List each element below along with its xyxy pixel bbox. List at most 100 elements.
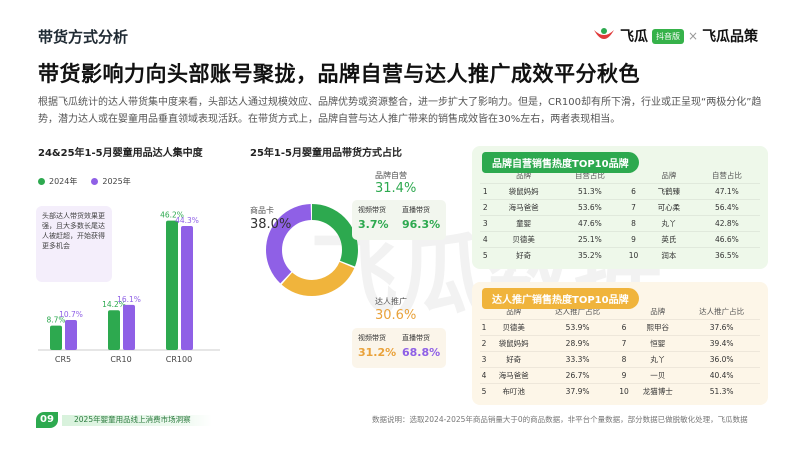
intro-paragraph: 根据飞瓜统计的达人带货集中度来看，头部达人通过规模效应、品牌优势或资源整合，进一… (38, 97, 762, 125)
bar-cr10-2025年 (123, 304, 135, 350)
slice-label-kol: 达人推广 (375, 297, 407, 306)
table-cell: 龙猫博士 (632, 383, 684, 399)
table-cell: 25.1% (556, 231, 623, 248)
table-cell: 恒婴 (632, 335, 684, 352)
table-cell: 8 (622, 215, 645, 232)
donut-slice-2 (266, 204, 358, 296)
col-header: 自营占比 (711, 171, 742, 180)
table-cell: 1 (480, 319, 489, 336)
table-cell: 53.9% (539, 319, 616, 336)
x-tick-label: CR5 (55, 355, 71, 364)
table-cell: 丸丫 (644, 215, 694, 232)
table-cell: 7 (622, 199, 645, 216)
bar-value-label: 44.3% (175, 216, 199, 225)
logo-partner-name: 飞瓜品策 (702, 29, 759, 45)
table-cell: 袋鼠妈妈 (488, 335, 540, 352)
table-cell: 飞鹤臻 (644, 183, 694, 200)
table-cell: 53.6% (556, 199, 623, 216)
table-cell: 7 (615, 335, 633, 352)
table-cell: 好奇 (490, 247, 557, 263)
table-header-row: 品牌 自营占比 品牌 自营占比 (480, 168, 760, 184)
table-cell: 丸丫 (632, 351, 684, 368)
table-cell: 3 (480, 215, 491, 232)
bar-chart-legend: 2024年 2025年 (38, 176, 131, 187)
table-header-row: 品牌 达人推广占比 品牌 达人推广占比 (480, 304, 760, 320)
slice-label-brand: 品牌自营 (375, 171, 407, 180)
kol-table-title: 达人推广销售热度TOP10品牌 (482, 288, 639, 309)
table-cell: 51.3% (556, 183, 623, 200)
slice-value-product-card: 38.0% (250, 217, 292, 232)
table-row: 3 童婴 47.6% 8 丸丫 42.8% (480, 215, 760, 232)
table-cell: 36.0% (683, 351, 760, 368)
table-row: 2 海马爸爸 53.6% 7 可心柔 56.4% (480, 199, 760, 216)
table-cell: 贝德美 (490, 231, 557, 248)
table-cell: 好奇 (488, 351, 540, 368)
table-cell: 2 (480, 199, 491, 216)
col-header: 自营占比 (574, 171, 605, 180)
table-cell: 10 (622, 247, 645, 263)
table-cell: 46.6% (693, 231, 760, 248)
table-cell: 熙甲谷 (632, 319, 684, 336)
table-cell: 10 (615, 383, 633, 399)
bar-cr5-2025年 (65, 320, 77, 350)
table-row: 1 袋鼠妈妈 51.3% 6 飞鹤臻 47.1% (480, 183, 760, 200)
footer-bar (62, 415, 212, 426)
table-cell: 37.6% (683, 319, 760, 336)
kol-table: 品牌 达人推广占比 品牌 达人推广占比 1 贝德美 53.9% 6 熙甲谷 37.6% 2… (480, 304, 760, 399)
table-cell: 8 (615, 351, 633, 368)
legend-label-2024: 2024年 (49, 177, 78, 186)
table-row: 4 贝德美 25.1% 9 英氏 46.6% (480, 231, 760, 248)
bar-value-label: 14.2% (102, 300, 126, 309)
col-header: 品牌 (506, 307, 522, 316)
brand-table: 品牌 自营占比 品牌 自营占比 1 袋鼠妈妈 51.3% 6 飞鹤臻 47.1% 2 海马爸… (480, 168, 760, 263)
bar-value-label: 10.7% (59, 310, 83, 319)
data-footnote: 数据说明：选取2024-2025年商品销量大于0的商品数据，非平台个量数据，部分… (372, 415, 748, 424)
kol-breakdown-box: 视频带货 31.2% 直播带货 68.8% (352, 328, 446, 368)
table-cell: 39.4% (683, 335, 760, 352)
x-tick-label: CR10 (110, 355, 131, 364)
table-cell: 4 (480, 367, 489, 384)
table-cell: 28.9% (539, 335, 616, 352)
brand-video-value: 3.7% (358, 218, 389, 231)
legend-label-2025: 2025年 (102, 177, 131, 186)
donut-slice-0 (266, 204, 358, 296)
brand-live-value: 96.3% (402, 218, 441, 231)
table-row: 2 袋鼠妈妈 28.9% 7 恒婴 39.4% (480, 335, 760, 352)
kol-video-label: 视频带货 (358, 334, 386, 342)
table-cell: 35.2% (556, 247, 623, 263)
kol-live-label: 直播带货 (402, 334, 430, 342)
table-cell: 9 (622, 231, 645, 248)
bar-value-label: 46.2% (160, 211, 184, 220)
bar-cr10-2024年 (108, 310, 120, 350)
bar-value-label: 8.7% (46, 316, 65, 325)
table-cell: 33.3% (539, 351, 616, 368)
page-number: 09 (36, 412, 58, 428)
kol-live-value: 68.8% (402, 346, 441, 359)
legend-dot-purple (91, 178, 99, 185)
section-title: 带货方式分析 (38, 28, 129, 46)
table-row: 3 好奇 33.3% 8 丸丫 36.0% (480, 351, 760, 368)
table-row: 4 海马爸爸 26.7% 9 一贝 40.4% (480, 367, 760, 384)
table-cell: 3 (480, 351, 489, 368)
table-row: 5 好奇 35.2% 10 润本 36.5% (480, 247, 760, 263)
bar-chart: 8.7%10.7% CR5 14.2%16.1% CR10 46.2%44.3% CR10… (38, 211, 220, 364)
table-cell: 润本 (644, 247, 694, 263)
brand-breakdown-box: 视频带货 3.7% 直播带货 96.3% (352, 200, 446, 240)
table-cell: 56.4% (693, 199, 760, 216)
table-cell: 4 (480, 231, 491, 248)
donut-chart-title: 25年1-5月婴童用品带货方式占比 (250, 148, 402, 159)
table-cell: 布叮池 (488, 383, 540, 399)
slice-label-product-card: 商品卡 (250, 206, 274, 215)
col-header: 品牌 (516, 171, 532, 180)
col-header: 达人推广占比 (699, 307, 745, 316)
table-cell: 5 (480, 247, 491, 263)
table-cell: 英氏 (644, 231, 694, 248)
table-cell: 1 (480, 183, 491, 200)
col-header: 品牌 (650, 307, 666, 316)
table-row: 5 布叮池 37.9% 10 龙猫博士 51.3% (480, 383, 760, 399)
brand-logo: 飞瓜 抖音版 × 飞瓜品策 (592, 26, 758, 46)
brand-table-title: 品牌自营销售热度TOP10品牌 (482, 152, 639, 173)
donut-slice-1 (266, 204, 358, 296)
table-cell: 海马爸爸 (490, 199, 557, 216)
table-cell: 9 (615, 367, 633, 384)
